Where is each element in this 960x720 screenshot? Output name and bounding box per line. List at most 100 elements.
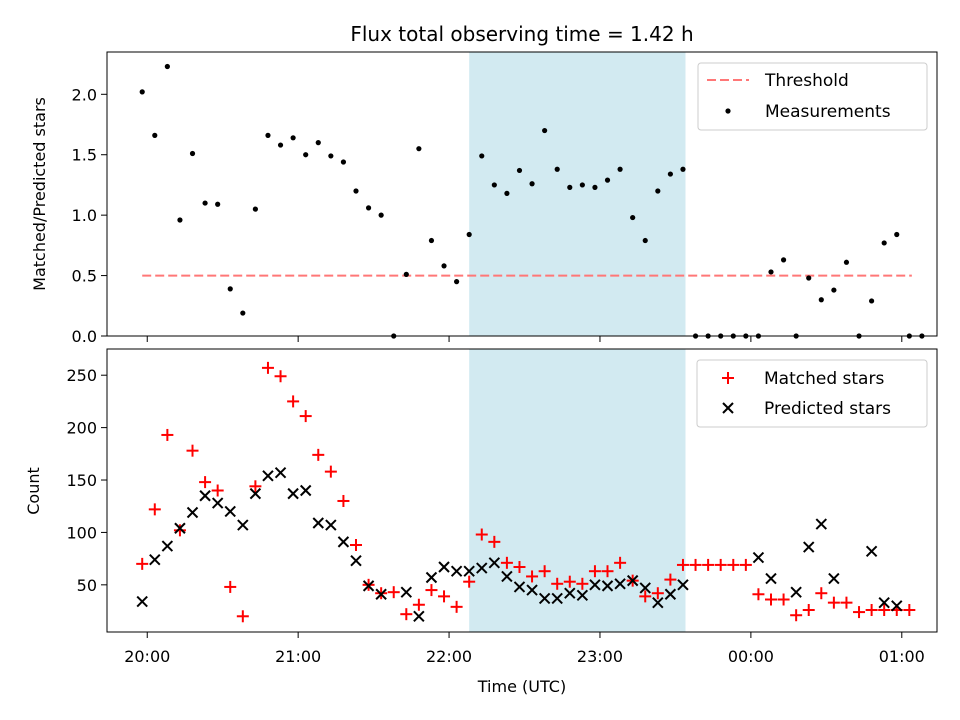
matched-star-point — [551, 577, 564, 590]
measurement-point — [428, 237, 435, 244]
predicted-star-point — [677, 579, 689, 591]
measurement-point — [579, 182, 585, 188]
matched-star-point — [261, 361, 274, 374]
bottom-y-tick-label: 100 — [66, 523, 97, 542]
matched-star-point — [224, 580, 237, 593]
measurement-point — [869, 298, 875, 304]
top-plot-frame — [106, 51, 938, 337]
legend-matched-label: Matched stars — [764, 369, 884, 389]
predicted-star-point — [362, 580, 375, 592]
predicted-star-point — [375, 588, 387, 600]
matched-star-point — [161, 428, 174, 441]
x-tick-label: 00:00 — [728, 647, 774, 666]
predicted-star-point — [891, 600, 903, 612]
measurement-point — [177, 217, 183, 223]
predicted-star-point — [601, 580, 614, 592]
matched-star-point — [538, 565, 551, 578]
x-tick-label: 22:00 — [426, 647, 472, 666]
matched-star-point — [601, 565, 614, 578]
matched-star-point — [651, 587, 664, 600]
matched-star-point — [463, 575, 476, 588]
measurement-point — [277, 142, 284, 148]
predicted-star-point — [626, 574, 639, 587]
predicted-star-point — [199, 490, 211, 502]
measurement-point — [252, 206, 258, 212]
measurement-point — [152, 132, 158, 138]
measurement-point — [240, 310, 246, 316]
predicted-star-point — [752, 551, 765, 564]
measurement-point — [818, 297, 824, 303]
predicted-star-point — [564, 587, 576, 599]
x-tick-label: 23:00 — [577, 647, 623, 666]
matched-star-point — [576, 577, 589, 590]
predicted-star-point — [664, 588, 677, 600]
predicted-star-point — [450, 565, 463, 577]
x-tick-label: 21:00 — [275, 647, 321, 666]
top-y-tick-label: 0.5 — [72, 267, 97, 286]
predicted-star-point — [262, 470, 274, 482]
predicted-star-point — [425, 571, 438, 584]
matched-star-point — [148, 503, 161, 516]
matched-star-point — [211, 484, 224, 497]
measurement-point — [843, 259, 850, 265]
matched-star-point — [702, 558, 715, 571]
predicted-star-point — [765, 572, 777, 585]
predicted-star-point — [652, 596, 664, 609]
measurement-point — [378, 212, 384, 218]
matched-star-point — [173, 524, 186, 537]
top-y-tick-label: 2.0 — [72, 85, 97, 104]
measurement-point — [567, 184, 573, 190]
top-x-ticks — [146, 336, 903, 342]
measurement-point — [667, 171, 673, 177]
predicted-star-point — [237, 519, 249, 531]
measurement-point — [655, 188, 661, 194]
legend-matched-swatch — [722, 372, 734, 384]
matched-star-point — [249, 480, 262, 493]
predicted-star-point — [551, 592, 563, 605]
predicted-star-point — [350, 555, 362, 567]
top-shaded-span — [469, 52, 686, 336]
predicted-star-point — [639, 582, 651, 594]
predicted-star-point — [312, 517, 324, 529]
matched-star-point — [714, 558, 727, 571]
matched-star-point — [438, 590, 451, 603]
measurement-point — [780, 257, 787, 263]
predicted-star-point — [538, 592, 551, 605]
measurement-point — [542, 127, 548, 134]
bottom-y-axis: 50 100 150 200 250 — [66, 366, 107, 595]
matched-star-point — [274, 370, 287, 383]
measurement-point — [416, 146, 422, 152]
bottom-legend: Matched stars Predicted stars — [696, 359, 928, 428]
matched-star-point — [676, 558, 689, 571]
measurement-point — [290, 135, 296, 141]
bottom-plot-frame — [106, 348, 938, 633]
measurement-point — [454, 279, 460, 285]
matched-star-point — [299, 410, 312, 423]
measurement-point — [894, 231, 900, 238]
top-legend-box — [697, 62, 928, 131]
matched-star-point — [400, 608, 413, 621]
matched-star-point — [878, 603, 891, 616]
matched-star-point — [903, 603, 916, 616]
matched-star-point — [236, 610, 249, 623]
predicted-star-point — [438, 561, 450, 573]
bottom-panel: 50 100 150 200 250 20:00 21:00 22:00 23:00 00:00… — [24, 348, 938, 696]
predicted-star-point — [790, 586, 802, 598]
matched-star-point — [425, 584, 438, 597]
measurement-point — [479, 153, 485, 159]
bottom-y-tick-label: 150 — [66, 471, 97, 490]
measurement-point — [202, 200, 208, 206]
predicted-star-point — [589, 579, 601, 591]
measurement-point — [592, 184, 598, 190]
x-tick-label: 01:00 — [879, 647, 925, 666]
predicted-star-point — [815, 518, 828, 530]
predicted-star-point — [186, 506, 199, 519]
matched-star-point — [727, 558, 740, 571]
matched-star-point — [324, 465, 337, 478]
measurement-point — [303, 152, 309, 158]
measurement-point — [806, 275, 812, 281]
legend-measurements-label: Measurements — [765, 102, 891, 122]
bottom-shaded-span — [469, 349, 686, 632]
predicted-star-point — [174, 522, 186, 534]
measurement-point — [365, 205, 372, 211]
